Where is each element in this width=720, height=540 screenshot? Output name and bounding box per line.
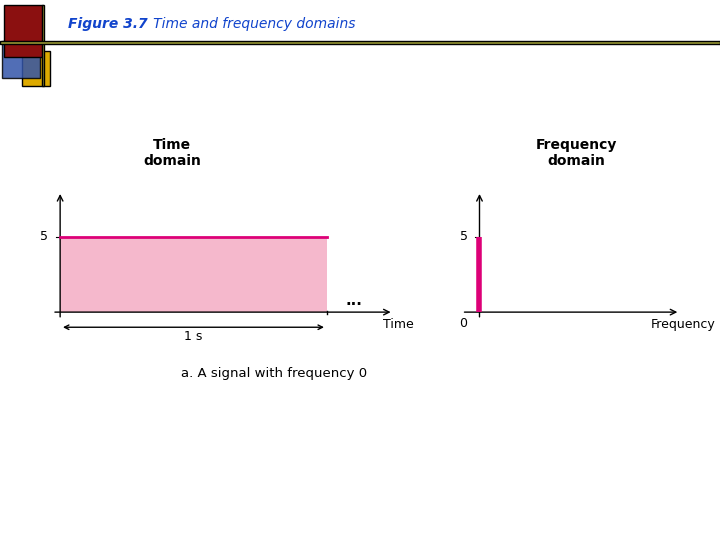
Text: Figure 3.7: Figure 3.7 — [68, 17, 148, 31]
Bar — [60, 237, 327, 312]
Text: 5: 5 — [40, 230, 48, 243]
Text: a. A signal with frequency 0: a. A signal with frequency 0 — [181, 367, 366, 380]
Text: ...: ... — [345, 293, 362, 307]
Text: 5: 5 — [459, 230, 467, 243]
Text: Time and frequency domains: Time and frequency domains — [140, 17, 356, 31]
Text: Time: Time — [384, 318, 414, 331]
Text: 1 s: 1 s — [184, 330, 202, 343]
Text: Frequency: Frequency — [651, 318, 716, 331]
Text: Time
domain: Time domain — [143, 138, 201, 168]
Text: 0: 0 — [459, 316, 467, 329]
Text: Frequency
domain: Frequency domain — [536, 138, 617, 168]
